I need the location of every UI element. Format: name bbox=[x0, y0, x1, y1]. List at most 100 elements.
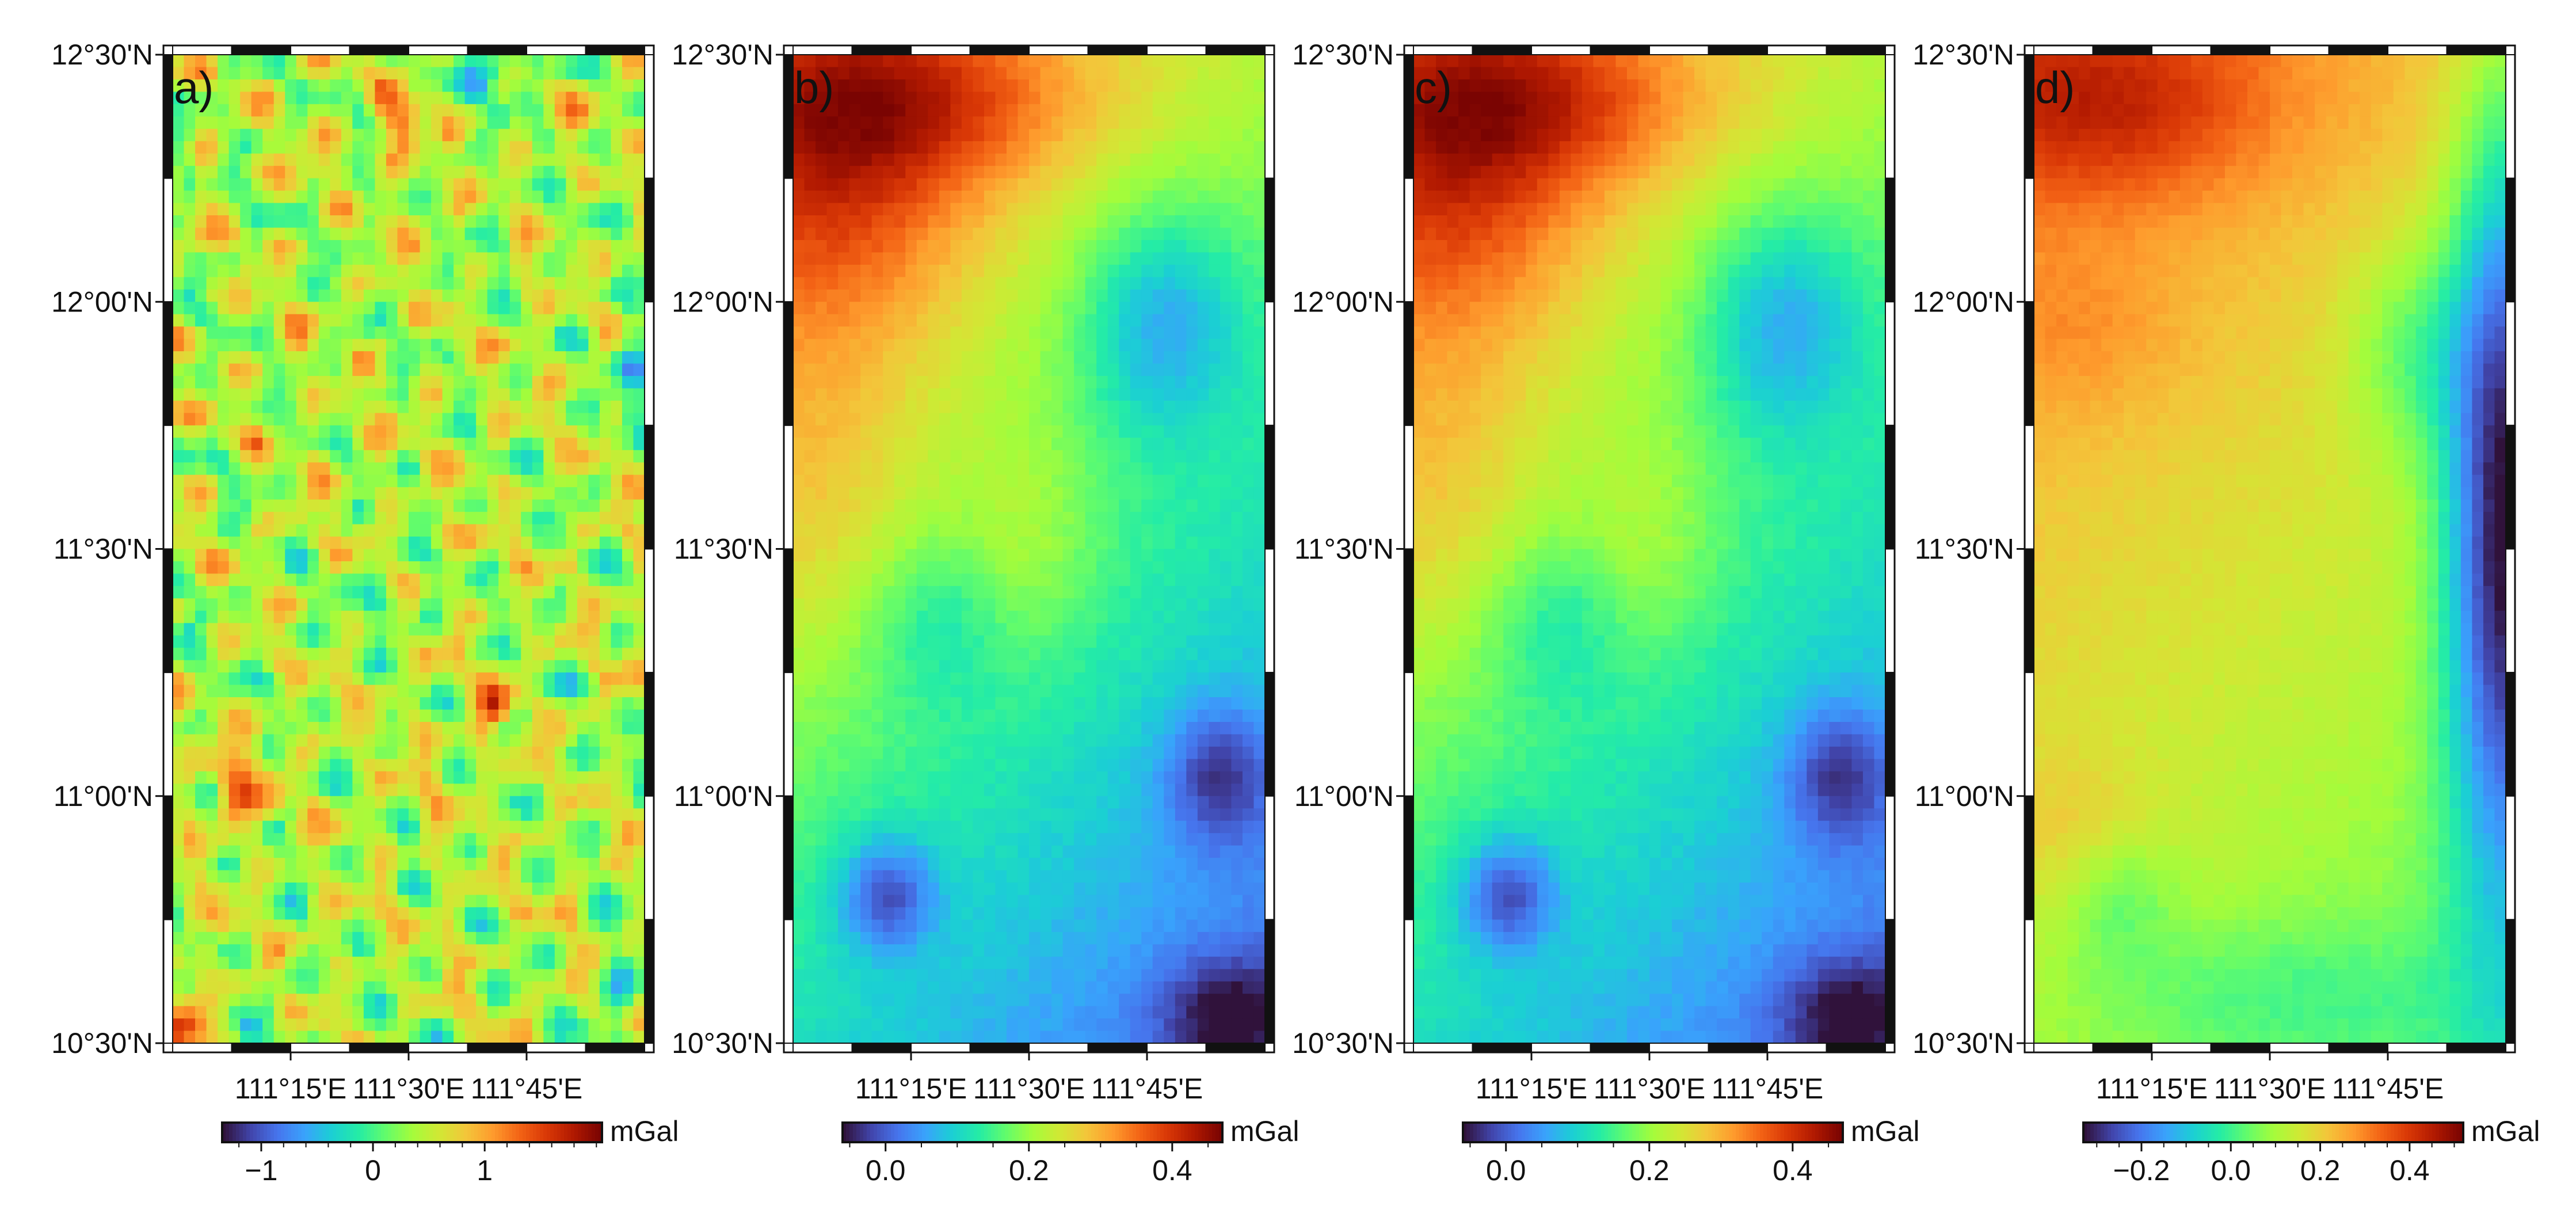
grid-cell bbox=[816, 289, 828, 302]
grid-cell bbox=[206, 499, 218, 512]
grid-cell bbox=[509, 759, 521, 772]
grid-cell bbox=[1040, 351, 1052, 364]
grid-cell bbox=[273, 524, 285, 537]
grid-cell bbox=[251, 141, 263, 154]
grid-cell bbox=[1051, 277, 1064, 290]
grid-cell bbox=[206, 709, 218, 723]
grid-cell bbox=[509, 153, 521, 166]
grid-cell bbox=[566, 178, 578, 191]
grid-cell bbox=[228, 1018, 241, 1032]
grid-cell bbox=[318, 438, 330, 451]
grid-cell bbox=[352, 252, 364, 265]
grid-cell bbox=[871, 289, 883, 302]
grid-cell bbox=[1051, 252, 1064, 265]
grid-cell bbox=[543, 870, 555, 883]
grid-cell bbox=[816, 413, 828, 426]
grid-cell bbox=[386, 215, 398, 229]
grid-cell bbox=[330, 931, 342, 945]
grid-cell bbox=[554, 561, 566, 575]
grid-cell bbox=[939, 264, 951, 277]
grid-cell bbox=[566, 808, 578, 822]
grid-cell bbox=[588, 870, 600, 883]
colorbar-swatch bbox=[491, 1123, 496, 1142]
grid-cell bbox=[273, 833, 285, 846]
grid-cell bbox=[894, 239, 906, 253]
grid-cell bbox=[1186, 351, 1198, 364]
grid-cell bbox=[1175, 191, 1187, 204]
grid-cell bbox=[442, 487, 454, 500]
grid-cell bbox=[228, 944, 241, 957]
grid-cell bbox=[1062, 450, 1074, 463]
grid-cell bbox=[588, 351, 600, 364]
grid-cell bbox=[296, 1018, 308, 1032]
grid-cell bbox=[961, 227, 973, 241]
grid-cell bbox=[420, 499, 432, 512]
grid-cell bbox=[509, 746, 521, 759]
grid-cell bbox=[521, 474, 533, 488]
grid-cell bbox=[195, 252, 207, 265]
grid-cell bbox=[611, 537, 623, 550]
grid-cell bbox=[487, 882, 499, 896]
grid-cell bbox=[543, 425, 555, 438]
grid-cell bbox=[195, 438, 207, 451]
grid-cell bbox=[543, 277, 555, 290]
grid-cell bbox=[476, 808, 488, 822]
grid-cell bbox=[251, 808, 263, 822]
grid-cell bbox=[554, 339, 566, 352]
grid-cell bbox=[228, 425, 241, 438]
grid-cell bbox=[633, 796, 645, 809]
grid-cell bbox=[566, 549, 578, 562]
colorbar-swatch bbox=[433, 1123, 437, 1142]
grid-cell bbox=[218, 67, 230, 80]
grid-cell bbox=[509, 487, 521, 500]
grid-cell bbox=[375, 487, 387, 500]
colorbar-swatch bbox=[274, 1123, 278, 1142]
grid-cell bbox=[871, 178, 883, 191]
grid-cell bbox=[420, 746, 432, 759]
grid-cell bbox=[1242, 388, 1255, 401]
grid-cell bbox=[397, 92, 409, 105]
grid-cell bbox=[375, 820, 387, 834]
grid-cell bbox=[939, 153, 951, 166]
grid-cell bbox=[611, 672, 623, 686]
grid-cell bbox=[928, 227, 940, 241]
grid-cell bbox=[195, 573, 207, 587]
grid-cell bbox=[431, 425, 443, 438]
grid-cell bbox=[341, 734, 353, 747]
grid-cell bbox=[1107, 363, 1119, 377]
grid-cell bbox=[1141, 166, 1153, 179]
grid-cell bbox=[184, 79, 196, 92]
grid-cell bbox=[543, 734, 555, 747]
grid-cell bbox=[521, 907, 533, 920]
grid-cell bbox=[1051, 203, 1064, 216]
grid-cell bbox=[1231, 178, 1243, 191]
grid-cell bbox=[1119, 239, 1131, 253]
grid-cell bbox=[1220, 128, 1232, 142]
grid-cell bbox=[622, 820, 634, 834]
colorbar-swatch bbox=[516, 1123, 520, 1142]
grid-cell bbox=[1085, 128, 1097, 142]
grid-cell bbox=[633, 153, 645, 166]
grid-cell bbox=[273, 981, 285, 994]
grid-cell bbox=[849, 277, 861, 290]
grid-cell bbox=[509, 388, 521, 401]
grid-cell bbox=[487, 660, 499, 673]
grid-cell bbox=[420, 141, 432, 154]
grid-cell bbox=[262, 1031, 275, 1044]
grid-cell bbox=[218, 1018, 230, 1032]
grid-cell bbox=[928, 289, 940, 302]
grid-cell bbox=[622, 363, 634, 377]
grid-cell bbox=[454, 388, 466, 401]
colorbar-swatch bbox=[357, 1123, 361, 1142]
grid-cell bbox=[633, 648, 645, 661]
grid-cell bbox=[554, 672, 566, 686]
grid-cell bbox=[386, 191, 398, 204]
grid-cell bbox=[262, 685, 275, 698]
grid-cell bbox=[206, 573, 218, 587]
grid-cell bbox=[1141, 178, 1153, 191]
grid-cell bbox=[1152, 104, 1164, 117]
grid-cell bbox=[543, 128, 555, 142]
grid-cell bbox=[804, 166, 816, 179]
grid-cell bbox=[363, 128, 376, 142]
grid-cell bbox=[476, 104, 488, 117]
